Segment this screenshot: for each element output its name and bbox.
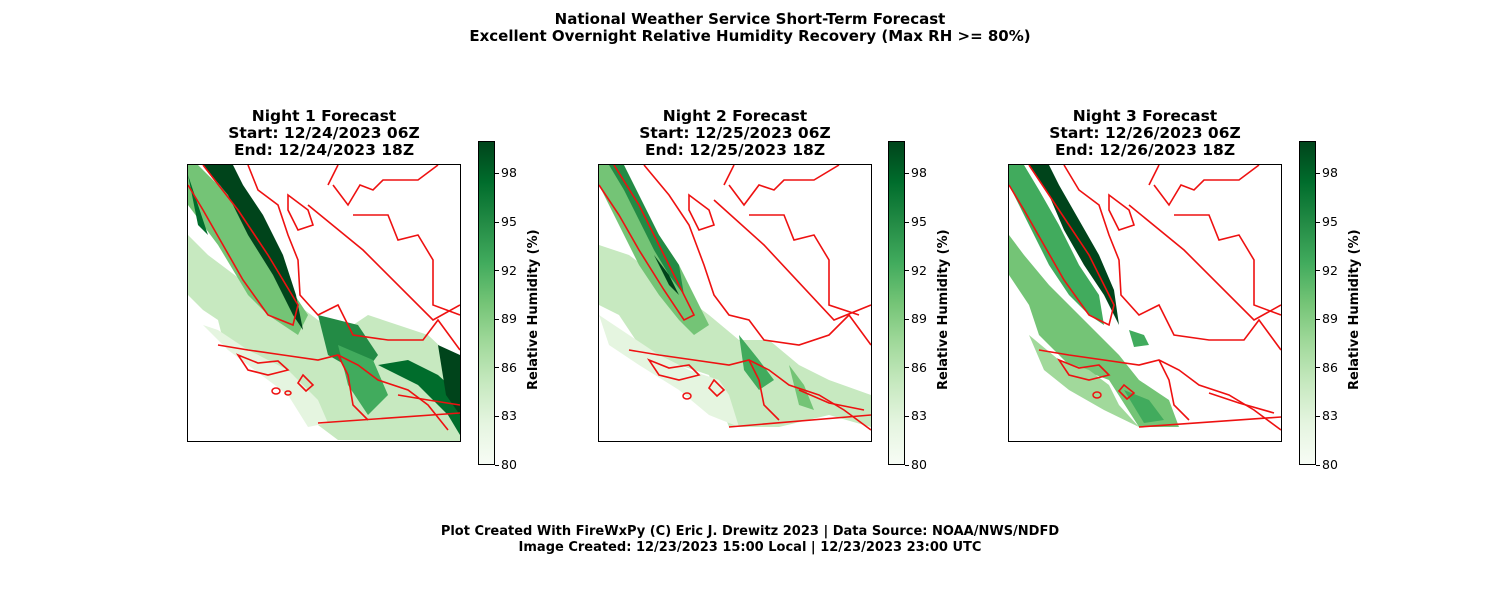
colorbar-tick-mark — [1316, 416, 1320, 417]
colorbar — [1299, 141, 1316, 465]
colorbar-tick-mark — [495, 319, 499, 320]
panel-title: Night 1 Forecast Start: 12/24/2023 06Z E… — [187, 108, 461, 159]
colorbar-tick-label: 89 — [1322, 312, 1338, 326]
colorbar-tick-label: 98 — [1322, 166, 1338, 180]
rh-map[interactable] — [187, 164, 461, 442]
colorbar-label: Relative Humidity (%) — [1347, 229, 1362, 390]
colorbar-tick-label: 89 — [501, 312, 517, 326]
colorbar-tick-label: 80 — [911, 458, 927, 472]
colorbar-tick-mark — [1316, 270, 1320, 271]
panel-title: Night 3 Forecast Start: 12/26/2023 06Z E… — [1008, 108, 1282, 159]
colorbar-tick-label: 83 — [1322, 409, 1338, 423]
colorbar-tick-mark — [1316, 319, 1320, 320]
colorbar-tick-label: 86 — [501, 361, 517, 375]
colorbar-tick-label: 95 — [911, 215, 927, 229]
panel-title: Night 2 Forecast Start: 12/25/2023 06Z E… — [598, 108, 872, 159]
colorbar-tick-mark — [1316, 173, 1320, 174]
colorbar-label: Relative Humidity (%) — [526, 229, 541, 390]
colorbar-tick-mark — [905, 465, 909, 466]
colorbar — [888, 141, 905, 465]
colorbar-tick-mark — [1316, 465, 1320, 466]
colorbar-tick-label: 80 — [501, 458, 517, 472]
footer-line2: Image Created: 12/23/2023 15:00 Local | … — [0, 540, 1500, 556]
colorbar-tick-mark — [495, 367, 499, 368]
colorbar-tick-label: 80 — [1322, 458, 1338, 472]
colorbar-tick-label: 92 — [911, 264, 927, 278]
colorbar-tick-mark — [495, 222, 499, 223]
colorbar-tick-mark — [495, 465, 499, 466]
colorbar-tick-mark — [905, 173, 909, 174]
colorbar-tick-label: 98 — [501, 166, 517, 180]
colorbar-tick-label: 98 — [911, 166, 927, 180]
colorbar-tick-label: 86 — [911, 361, 927, 375]
colorbar-tick-label: 83 — [911, 409, 927, 423]
colorbar-tick-mark — [905, 270, 909, 271]
colorbar-tick-label: 95 — [501, 215, 517, 229]
figure-title-line1: National Weather Service Short-Term Fore… — [0, 11, 1500, 28]
colorbar-tick-mark — [495, 270, 499, 271]
colorbar-tick-mark — [905, 367, 909, 368]
colorbar-tick-mark — [905, 319, 909, 320]
colorbar-tick-label: 92 — [1322, 264, 1338, 278]
colorbar-tick-mark — [1316, 367, 1320, 368]
rh-map[interactable] — [1008, 164, 1282, 442]
colorbar-tick-label: 86 — [1322, 361, 1338, 375]
colorbar-tick-mark — [905, 222, 909, 223]
figure-title-line2: Excellent Overnight Relative Humidity Re… — [0, 28, 1500, 45]
colorbar-tick-label: 83 — [501, 409, 517, 423]
colorbar-tick-label: 89 — [911, 312, 927, 326]
colorbar-tick-mark — [905, 416, 909, 417]
footer-line1: Plot Created With FireWxPy (C) Eric J. D… — [0, 524, 1500, 540]
rh-map[interactable] — [598, 164, 872, 442]
colorbar-tick-label: 92 — [501, 264, 517, 278]
colorbar-label: Relative Humidity (%) — [936, 229, 951, 390]
colorbar-tick-mark — [495, 416, 499, 417]
colorbar-tick-mark — [1316, 222, 1320, 223]
colorbar-tick-mark — [495, 173, 499, 174]
colorbar — [478, 141, 495, 465]
colorbar-tick-label: 95 — [1322, 215, 1338, 229]
